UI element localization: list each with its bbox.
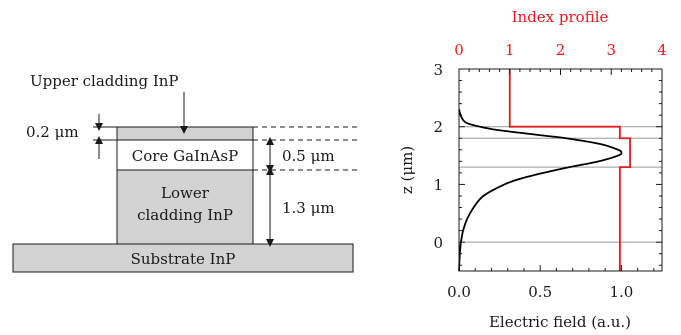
top-tick-label: 4: [657, 41, 667, 59]
y-tick-label: 0: [433, 234, 443, 252]
top-tick-label: 1: [505, 41, 515, 59]
substrate-layer: [12, 243, 354, 273]
top-tick-label: 3: [606, 41, 616, 59]
bottom-axis-title: Electric field (a.u.): [489, 313, 631, 331]
field-index-chart: 0 1 2 3 4 Index profile 0.0 0.5 1.0 Elec…: [398, 8, 667, 331]
index-profile-line: [508, 69, 631, 271]
lower-cladding-label-line2: cladding InP: [137, 206, 233, 224]
core-label: Core GaInAsP: [132, 147, 238, 165]
dim-upper-label: 0.2 μm: [26, 123, 79, 141]
plot-gridlines: [459, 126, 662, 243]
plot-frame: [458, 68, 663, 272]
substrate-label: Substrate InP: [131, 250, 236, 268]
y-axis-title: z (μm): [398, 146, 416, 194]
top-tick-label: 2: [556, 41, 566, 59]
bottom-tick-label: 0.0: [447, 283, 471, 301]
dim-lower-label: 1.3 μm: [282, 199, 335, 217]
y-tick-label: 2: [433, 118, 443, 136]
waveguide-diagram: Substrate InP Lower cladding InP Core Ga…: [12, 72, 358, 273]
dim-core-label: 0.5 μm: [282, 147, 335, 165]
y-tick-label: 3: [433, 61, 443, 79]
top-axis-title: Index profile: [512, 8, 609, 26]
plot-ticks: [458, 68, 663, 271]
upper-cladding-layer: [116, 126, 254, 141]
y-tick-label: 1: [433, 176, 443, 194]
lower-cladding-label-line1: Lower: [161, 184, 210, 202]
bottom-tick-label: 1.0: [609, 283, 633, 301]
electric-field-line: [458, 109, 623, 272]
bottom-tick-label: 0.5: [528, 283, 552, 301]
upper-cladding-label: Upper cladding InP: [30, 72, 179, 90]
lower-cladding-layer: [116, 169, 254, 245]
top-tick-label: 0: [454, 41, 464, 59]
